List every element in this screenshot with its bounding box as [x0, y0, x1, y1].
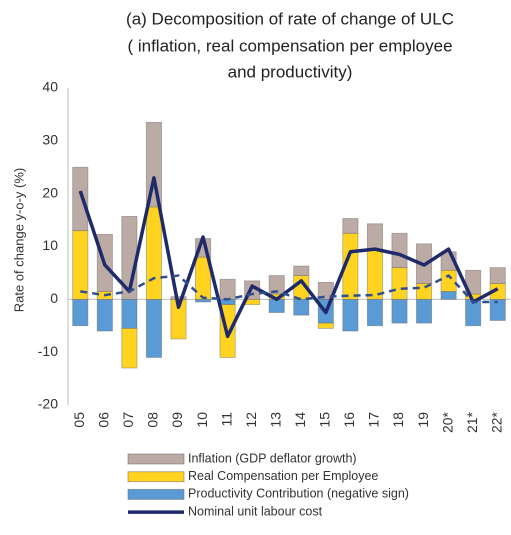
y-tick-label: -10 — [38, 343, 58, 359]
bar — [145, 298, 162, 358]
x-tick-label: 22* — [488, 411, 504, 433]
x-tick-label: 16 — [341, 412, 357, 428]
bar — [72, 298, 89, 327]
chart-title: and productivity) — [228, 62, 353, 81]
bar — [96, 298, 113, 332]
chart-title: (a) Decomposition of rate of change of U… — [126, 9, 454, 28]
bar — [440, 269, 457, 292]
legend-label: Productivity Contribution (negative sign… — [188, 487, 409, 501]
x-tick-label: 19 — [415, 412, 431, 428]
bar — [342, 298, 359, 332]
y-tick-label: 30 — [42, 132, 58, 148]
x-tick-label: 21* — [464, 411, 480, 433]
x-tick-label: 17 — [366, 412, 382, 428]
y-tick-label: -20 — [38, 396, 58, 412]
bar — [268, 275, 285, 295]
legend-swatch — [127, 488, 185, 500]
bar — [293, 298, 310, 316]
bar — [72, 230, 89, 300]
y-tick-label: 40 — [42, 79, 58, 95]
bar — [219, 278, 236, 300]
bar — [440, 291, 457, 300]
x-tick-label: 14 — [292, 412, 308, 428]
x-tick-label: 10 — [194, 412, 210, 428]
bar — [366, 223, 383, 250]
legend-swatch — [127, 471, 185, 483]
line — [78, 176, 499, 339]
legend-swatch — [127, 453, 185, 465]
bar — [317, 322, 334, 329]
x-tick-label: 11 — [218, 412, 234, 427]
bar — [391, 267, 408, 300]
x-tick-label: 09 — [169, 412, 185, 428]
bar — [342, 218, 359, 234]
y-tick-label: 0 — [50, 290, 58, 306]
y-axis-label: Rate of change y-o-y (%) — [11, 168, 26, 313]
x-tick-label: 20* — [439, 411, 455, 433]
chart-title: ( inflation, real compensation per emplo… — [127, 36, 452, 55]
x-tick-label: 08 — [145, 412, 161, 428]
bar — [416, 298, 433, 324]
bar — [391, 298, 408, 324]
legend-label: Nominal unit labour cost — [188, 504, 323, 518]
bar — [366, 248, 383, 300]
bar — [121, 298, 138, 329]
y-tick-label: 10 — [42, 237, 58, 253]
bar — [72, 166, 89, 232]
line — [80, 274, 498, 304]
bar — [489, 267, 506, 284]
y-tick-label: 20 — [42, 184, 58, 200]
x-tick-label: 12 — [243, 412, 259, 428]
bar — [145, 121, 162, 208]
bar — [391, 232, 408, 269]
x-tick-label: 06 — [96, 412, 112, 428]
legend-label: Inflation (GDP deflator growth) — [188, 451, 357, 465]
bar — [145, 206, 162, 300]
bar — [293, 265, 310, 276]
x-tick-label: 15 — [317, 412, 333, 428]
bar — [121, 327, 138, 369]
x-tick-label: 05 — [71, 412, 87, 428]
x-tick-label: 18 — [390, 412, 406, 428]
x-tick-label: 13 — [267, 412, 283, 428]
legend-label: Real Compensation per Employee — [188, 469, 378, 483]
bar — [268, 298, 285, 313]
x-tick-label: 07 — [120, 412, 136, 428]
bar — [366, 298, 383, 327]
